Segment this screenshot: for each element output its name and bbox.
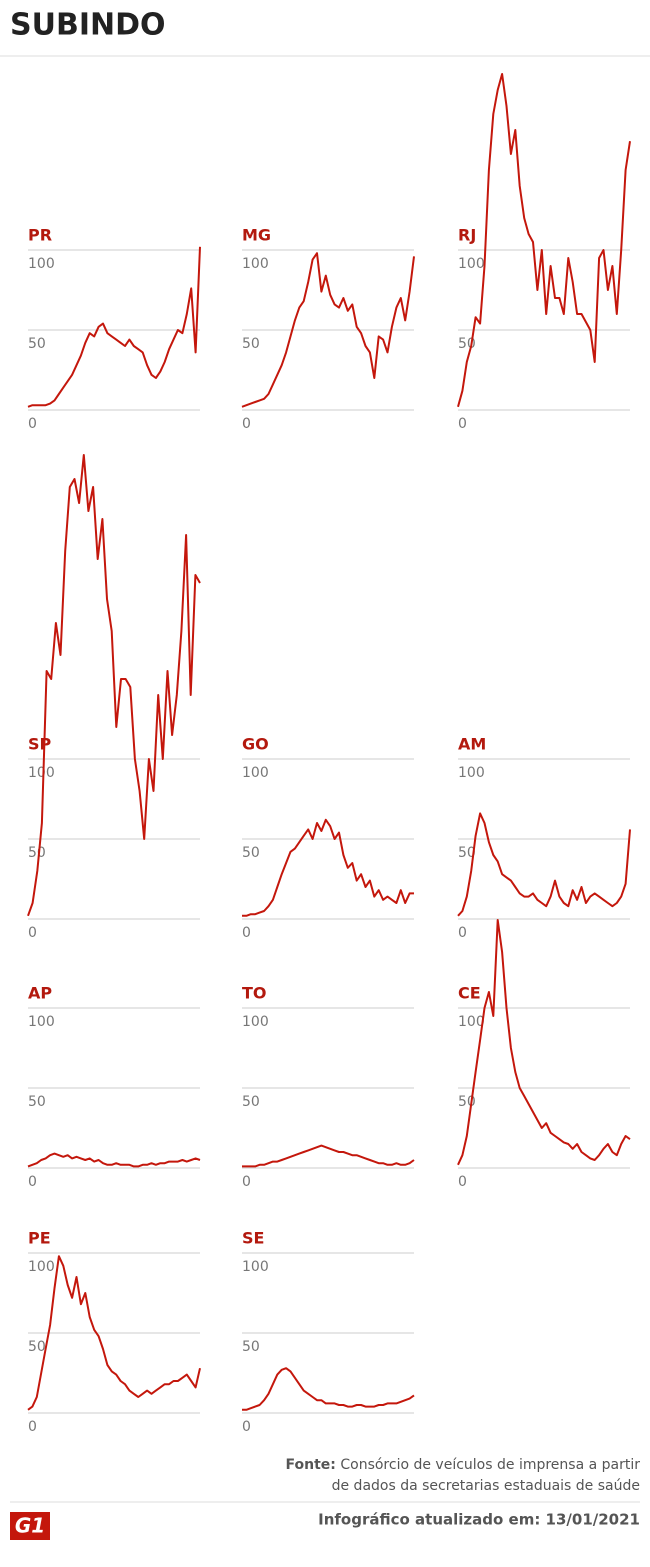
y-tick-label: 50 — [242, 1339, 260, 1355]
footer: Infográfico atualizado em: 13/01/2021 — [318, 1511, 640, 1529]
y-tick-label: 0 — [458, 1174, 467, 1190]
logo-box — [10, 1512, 50, 1540]
y-tick-label: 100 — [458, 1014, 485, 1030]
y-tick-label: 0 — [458, 416, 467, 432]
logo: G1 — [15, 1514, 45, 1538]
y-tick-label: 100 — [458, 765, 485, 781]
data-line — [242, 1144, 415, 1168]
panel-title: GO — [242, 735, 269, 754]
panel-title: AP — [28, 984, 52, 1003]
source-text: Consórcio de veículos de imprensa a part… — [340, 1457, 640, 1473]
panel-title: SP — [28, 735, 52, 754]
data-line — [242, 1367, 415, 1411]
y-tick-label: 50 — [242, 336, 260, 352]
y-tick-label: 100 — [242, 1259, 269, 1275]
y-tick-label: 0 — [28, 925, 37, 941]
y-tick-label: 0 — [28, 1419, 37, 1435]
data-line — [457, 73, 631, 408]
y-tick-label: 0 — [458, 925, 467, 941]
source: Fonte: Consórcio de veículos de imprensa… — [286, 1457, 641, 1473]
data-line — [27, 246, 201, 408]
y-tick-label: 0 — [242, 925, 251, 941]
y-tick-label: 50 — [242, 1094, 260, 1110]
y-tick-label: 0 — [28, 416, 37, 432]
y-tick-label: 100 — [28, 765, 55, 781]
y-tick-label: 0 — [242, 416, 251, 432]
y-tick-label: 100 — [242, 256, 269, 272]
y-tick-label: 100 — [242, 1014, 269, 1030]
data-line — [27, 1152, 201, 1168]
panel-title: TO — [242, 984, 267, 1003]
y-tick-label: 50 — [28, 1094, 46, 1110]
small-multiples: 0 50 100 PR 0 50 100 MG 0 50 100 RJ 0 50 100 SP 0 50 100 GO… — [27, 73, 631, 1435]
y-tick-label: 50 — [28, 336, 46, 352]
y-tick-label: 100 — [28, 1259, 55, 1275]
panel-title: MG — [242, 226, 271, 245]
panel-title: AM — [458, 735, 486, 754]
data-line — [457, 919, 631, 1166]
y-tick-label: 0 — [28, 1174, 37, 1190]
y-tick-label: 50 — [28, 1339, 46, 1355]
source-text: de dados da secretarias estaduais de saú… — [332, 1478, 640, 1494]
page-title: SUBINDO — [10, 8, 166, 43]
panel-title: RJ — [458, 226, 476, 245]
y-tick-label: 100 — [28, 256, 55, 272]
data-line — [241, 252, 415, 408]
y-tick-label: 50 — [458, 845, 476, 861]
y-tick-label: 100 — [28, 1014, 55, 1030]
source-label: Fonte: — [286, 1457, 336, 1473]
panel-title: SE — [242, 1229, 264, 1248]
y-tick-label: 50 — [242, 845, 260, 861]
y-tick-label: 0 — [242, 1174, 251, 1190]
y-tick-label: 100 — [458, 256, 485, 272]
data-line — [242, 818, 414, 917]
panel-title: CE — [458, 984, 481, 1003]
y-tick-label: 50 — [28, 845, 46, 861]
data-line — [27, 1255, 201, 1411]
y-tick-label: 100 — [242, 765, 269, 781]
y-tick-label: 0 — [242, 1419, 251, 1435]
panel-title: PR — [28, 226, 52, 245]
data-line — [457, 812, 631, 917]
panel-title: PE — [28, 1229, 51, 1248]
data-line — [27, 454, 201, 917]
